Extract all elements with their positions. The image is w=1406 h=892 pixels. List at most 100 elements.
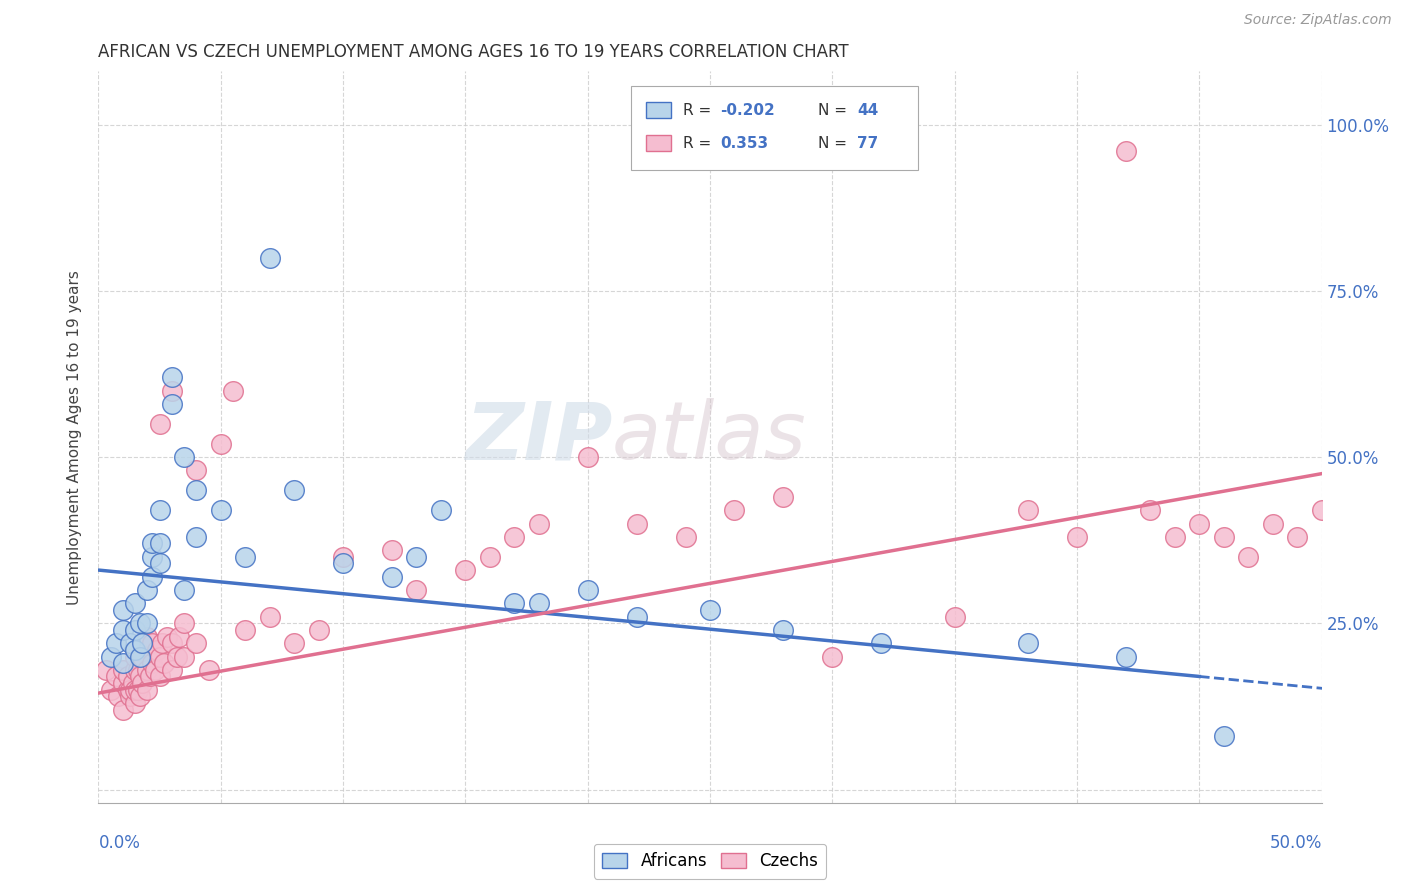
Point [167,630,190,644]
Point [149,536,172,550]
Point [576,450,599,464]
Point [127,682,149,697]
Point [124,696,146,710]
Point [283,636,305,650]
Point [150,636,173,650]
Point [111,656,134,670]
Point [527,596,550,610]
Point [149,417,172,431]
Point [821,649,844,664]
Point [1115,649,1137,664]
Point [1188,516,1211,531]
Point [104,636,127,650]
Point [699,603,721,617]
Point [160,370,183,384]
Text: atlas: atlas [612,398,807,476]
Point [772,623,794,637]
Point [136,582,159,597]
Point [131,636,153,650]
Point [381,570,404,584]
Point [1017,636,1039,650]
FancyBboxPatch shape [630,86,918,170]
Point [111,676,134,690]
Point [111,703,134,717]
Point [117,682,139,697]
Text: 50.0%: 50.0% [1270,834,1322,852]
Text: 44: 44 [856,103,879,118]
Point [186,530,208,544]
Point [626,516,648,531]
Point [675,530,697,544]
Point [332,557,354,571]
Point [124,649,146,664]
Text: R =: R = [683,103,716,118]
Point [503,596,526,610]
Point [100,649,122,664]
Point [1066,530,1088,544]
Point [1310,503,1333,517]
Point [120,636,142,650]
Point [124,643,146,657]
Point [1164,530,1187,544]
Point [156,630,179,644]
Point [222,384,245,398]
Bar [647,102,671,118]
Point [1212,729,1234,743]
Point [308,623,330,637]
Text: AFRICAN VS CZECH UNEMPLOYMENT AMONG AGES 16 TO 19 YEARS CORRELATION CHART: AFRICAN VS CZECH UNEMPLOYMENT AMONG AGES… [98,44,849,62]
Point [576,582,599,597]
Point [124,663,146,677]
Point [478,549,501,564]
Point [233,549,256,564]
Point [1212,530,1234,544]
Point [772,490,794,504]
Point [121,676,143,690]
Point [149,669,172,683]
Point [1139,503,1161,517]
Point [111,603,134,617]
Point [104,669,127,683]
Point [136,682,159,697]
Point [146,643,169,657]
Point [186,463,208,477]
Bar [647,135,671,151]
Point [124,682,146,697]
Point [131,676,153,690]
Text: R =: R = [683,136,721,151]
Point [259,609,281,624]
Point [233,623,256,637]
Point [173,649,195,664]
Point [332,549,354,564]
Point [129,669,152,683]
Point [117,669,139,683]
Point [1286,530,1309,544]
Point [1017,503,1039,517]
Text: 0.353: 0.353 [720,136,768,151]
Point [259,251,281,265]
Point [129,649,152,664]
Point [120,690,142,704]
Point [149,503,172,517]
Point [160,397,183,411]
Point [209,436,232,450]
Point [120,682,142,697]
Point [870,636,893,650]
Point [405,582,427,597]
Point [1237,549,1260,564]
Point [166,649,188,664]
Text: 77: 77 [856,136,879,151]
Point [111,623,134,637]
Point [1261,516,1284,531]
Point [160,384,183,398]
Point [100,682,122,697]
Point [129,690,152,704]
Point [503,530,526,544]
Point [943,609,966,624]
Point [124,596,146,610]
Point [141,636,163,650]
Point [136,616,159,631]
Point [723,503,745,517]
Point [136,630,159,644]
Point [141,656,163,670]
Point [141,549,163,564]
